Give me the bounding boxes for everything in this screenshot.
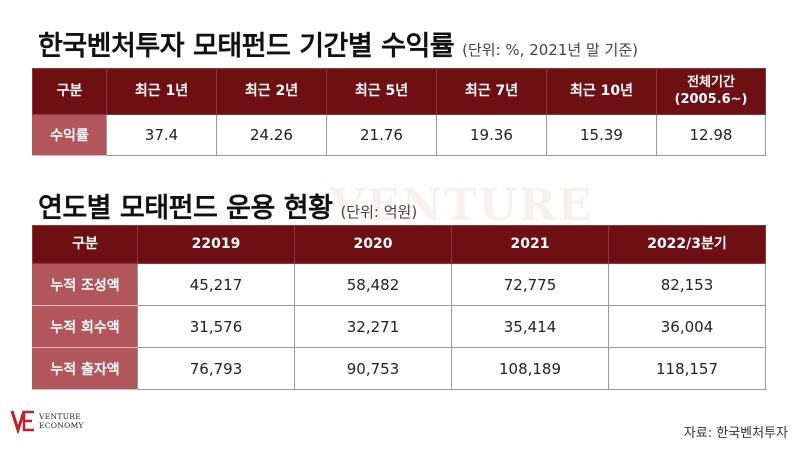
table-row: 누적 조성액 45,217 58,482 72,775 82,153: [32, 263, 766, 306]
logo-line2: ECONOMY: [39, 421, 84, 430]
returns-header-row: 구분 최근 1년 최근 2년 최근 5년 최근 7년 최근 10년 전체기간 (…: [32, 68, 766, 115]
watermark-text: VENTURE: [330, 180, 594, 231]
logo-line1: VENTURE: [39, 412, 81, 421]
row-label-invested: 누적 출자액: [32, 347, 138, 390]
table-cell: 31,576: [137, 305, 295, 348]
venture-economy-logo: VENTURE ECONOMY: [10, 408, 84, 434]
returns-title: 한국벤처투자 모태펀드 기간별 수익률: [38, 31, 455, 62]
logo-text: VENTURE ECONOMY: [39, 412, 84, 430]
returns-header-10y: 최근 10년: [546, 68, 657, 115]
table-cell: 36,004: [608, 305, 766, 348]
table-cell: 45,217: [137, 263, 295, 306]
table-cell: 118,157: [608, 347, 766, 390]
returns-header-category: 구분: [32, 68, 107, 115]
yearly-unit: (단위: 억원): [340, 203, 418, 221]
returns-header-total: 전체기간 (2005.6~): [656, 68, 766, 115]
yearly-header-col2: 2020: [294, 225, 452, 264]
yearly-header-row: 구분 22019 2020 2021 2022/3분기: [32, 225, 766, 264]
table-cell: 82,153: [608, 263, 766, 306]
returns-table: 구분 최근 1년 최근 2년 최근 5년 최근 7년 최근 10년 전체기간 (…: [32, 68, 766, 156]
yearly-header-col3: 2021: [451, 225, 609, 264]
row-label-return: 수익률: [32, 114, 107, 156]
table-row: 수익률 37.4 24.26 21.76 19.36 15.39 12.98: [32, 114, 766, 156]
returns-unit: (단위: %, 2021년 말 기준): [462, 41, 638, 59]
yearly-header-col1: 22019: [137, 225, 295, 264]
table-cell: 90,753: [294, 347, 452, 390]
return-total: 12.98: [656, 114, 766, 156]
table-cell: 58,482: [294, 263, 452, 306]
table-cell: 76,793: [137, 347, 295, 390]
returns-header-5y: 최근 5년: [326, 68, 437, 115]
yearly-header-category: 구분: [32, 225, 138, 264]
ve-logo-icon: [10, 408, 36, 434]
table-cell: 35,414: [451, 305, 609, 348]
return-10y: 15.39: [546, 114, 657, 156]
return-1y: 37.4: [106, 114, 217, 156]
yearly-table: 구분 22019 2020 2021 2022/3분기 누적 조성액 45,21…: [32, 225, 766, 390]
returns-header-1y: 최근 1년: [106, 68, 217, 115]
row-label-formed: 누적 조성액: [32, 263, 138, 306]
returns-header-7y: 최근 7년: [436, 68, 547, 115]
source-note: 자료: 한국벤처투자: [683, 426, 788, 441]
return-7y: 19.36: [436, 114, 547, 156]
return-5y: 21.76: [326, 114, 437, 156]
table-row: 누적 회수액 31,576 32,271 35,414 36,004: [32, 305, 766, 348]
table-cell: 72,775: [451, 263, 609, 306]
returns-header-2y: 최근 2년: [216, 68, 327, 115]
table-cell: 32,271: [294, 305, 452, 348]
row-label-recovered: 누적 회수액: [32, 305, 138, 348]
table-row: 누적 출자액 76,793 90,753 108,189 118,157: [32, 347, 766, 390]
table-cell: 108,189: [451, 347, 609, 390]
return-2y: 24.26: [216, 114, 327, 156]
yearly-header-col4: 2022/3분기: [608, 225, 766, 264]
returns-heading: 한국벤처투자 모태펀드 기간별 수익률 (단위: %, 2021년 말 기준): [38, 24, 638, 63]
yearly-heading: 연도별 모태펀드 운용 현황 (단위: 억원): [38, 186, 417, 225]
yearly-title: 연도별 모태펀드 운용 현황: [38, 193, 333, 224]
